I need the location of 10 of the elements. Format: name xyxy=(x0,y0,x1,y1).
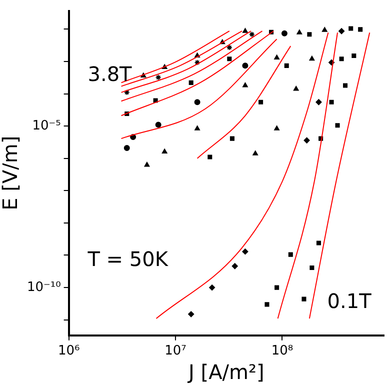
y-tick-label: 10⁻¹⁰ xyxy=(27,280,61,295)
x-axis-title: J [A/m²] xyxy=(186,360,264,384)
x-tick-label: 10⁸ xyxy=(271,344,294,359)
annotation: T = 50K xyxy=(86,246,169,271)
x-tick-label: 10⁷ xyxy=(164,344,186,359)
annotation: 3.8T xyxy=(88,62,133,86)
x-tick-label: 10⁶ xyxy=(58,344,80,359)
y-tick-label: 10⁻⁵ xyxy=(32,118,61,134)
annotation: 0.1T xyxy=(327,289,372,314)
y-axis-title: E [V/m] xyxy=(0,136,22,210)
